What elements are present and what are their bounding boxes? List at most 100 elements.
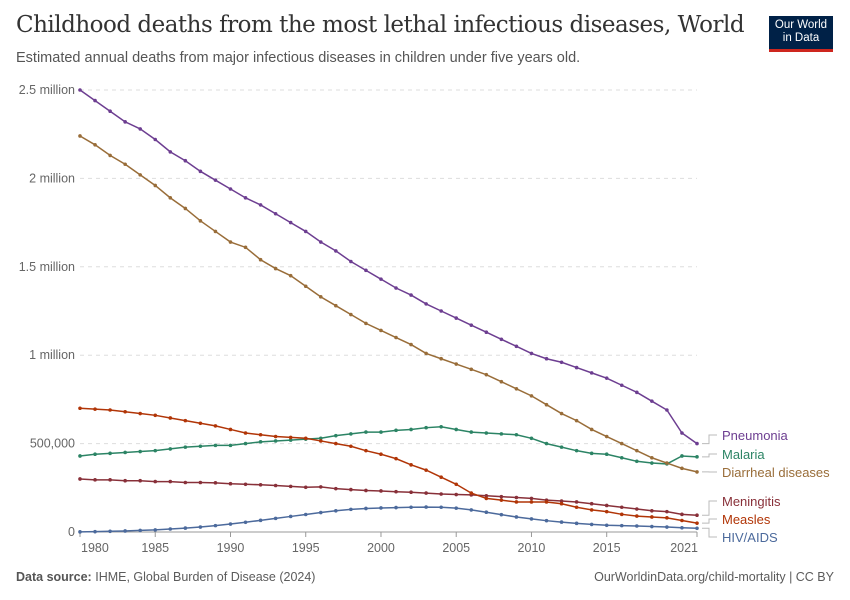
owid-logo[interactable]: Our World in Data — [769, 16, 833, 52]
data-point-hiv-aids — [303, 512, 308, 517]
data-point-malaria — [78, 454, 82, 458]
data-point-measles — [228, 427, 233, 432]
x-tick-label: 1980 — [81, 541, 109, 555]
data-point-pneumonia — [650, 399, 654, 403]
data-point-diarrheal-diseases — [334, 303, 338, 308]
data-point-pneumonia — [123, 120, 127, 124]
data-point-hiv-aids — [589, 522, 594, 527]
series-line-diarrheal-diseases — [79, 135, 698, 473]
data-point-hiv-aids — [394, 505, 398, 510]
data-point-malaria — [469, 430, 474, 434]
data-point-malaria — [604, 452, 609, 457]
data-point-measles — [424, 468, 428, 472]
data-point-measles — [589, 508, 594, 512]
footer-link[interactable]: OurWorldinData.org/child-mortality | CC … — [594, 570, 834, 584]
data-point-hiv-aids — [469, 508, 474, 512]
data-point-diarrheal-diseases — [379, 328, 383, 333]
data-point-measles — [514, 500, 519, 504]
data-point-meningitis — [108, 478, 112, 482]
data-point-diarrheal-diseases — [108, 153, 112, 158]
data-point-meningitis — [454, 492, 459, 497]
data-point-hiv-aids — [153, 528, 158, 532]
x-tick-label: 1985 — [141, 541, 169, 555]
data-point-meningitis — [334, 486, 338, 491]
data-point-hiv-aids — [635, 524, 639, 528]
data-point-diarrheal-diseases — [635, 448, 639, 453]
data-point-measles — [379, 452, 383, 457]
data-point-measles — [78, 406, 82, 411]
data-point-diarrheal-diseases — [695, 470, 699, 474]
data-point-malaria — [454, 427, 459, 432]
data-point-diarrheal-diseases — [303, 284, 308, 289]
data-point-meningitis — [424, 491, 428, 495]
data-point-meningitis — [409, 490, 413, 495]
data-point-measles — [544, 500, 549, 504]
data-point-hiv-aids — [243, 520, 248, 525]
data-point-pneumonia — [619, 383, 624, 388]
data-point-hiv-aids — [123, 529, 127, 533]
series-line-hiv-aids — [79, 506, 698, 533]
data-point-diarrheal-diseases — [258, 257, 263, 262]
x-tick-label: 2010 — [518, 541, 546, 555]
data-point-diarrheal-diseases — [454, 362, 459, 366]
data-point-measles — [93, 407, 97, 411]
data-point-hiv-aids — [499, 512, 504, 517]
data-point-meningitis — [93, 478, 97, 482]
data-point-pneumonia — [574, 365, 579, 370]
x-tick-label: 2005 — [442, 541, 470, 555]
data-point-meningitis — [574, 500, 579, 504]
data-point-diarrheal-diseases — [288, 273, 293, 278]
source-text[interactable]: IHME, Global Burden of Disease (2024) — [95, 570, 316, 584]
chart-subtitle: Estimated annual deaths from major infec… — [16, 50, 581, 66]
data-point-measles — [123, 409, 127, 414]
data-point-pneumonia — [93, 98, 97, 103]
data-point-measles — [469, 491, 474, 495]
series-label-diarrheal-diseases: Diarrheal diseases — [722, 465, 830, 480]
data-point-diarrheal-diseases — [604, 434, 609, 439]
x-tick-label: 2000 — [367, 541, 395, 555]
data-point-malaria — [273, 439, 278, 443]
data-point-malaria — [334, 433, 338, 438]
data-point-measles — [273, 434, 278, 439]
data-point-hiv-aids — [680, 525, 684, 530]
data-point-diarrheal-diseases — [318, 295, 323, 299]
series-line-measles — [79, 407, 698, 524]
data-point-meningitis — [153, 479, 158, 484]
data-point-diarrheal-diseases — [213, 229, 218, 234]
data-point-measles — [394, 456, 398, 461]
data-point-measles — [529, 500, 534, 504]
data-point-malaria — [153, 448, 158, 453]
data-point-measles — [213, 424, 218, 428]
data-point-meningitis — [168, 479, 173, 484]
data-point-pneumonia — [303, 229, 308, 234]
data-point-diarrheal-diseases — [514, 386, 519, 391]
data-point-diarrheal-diseases — [544, 402, 549, 407]
data-point-malaria — [108, 451, 112, 456]
data-point-malaria — [379, 430, 383, 434]
data-point-diarrheal-diseases — [198, 219, 203, 223]
data-point-meningitis — [183, 480, 188, 485]
data-point-pneumonia — [213, 178, 218, 182]
data-point-measles — [484, 496, 489, 501]
label-connector — [702, 434, 717, 445]
y-tick-label: 2.5 million — [19, 83, 75, 97]
data-point-malaria — [394, 428, 398, 433]
data-point-measles — [650, 515, 654, 519]
data-point-pneumonia — [138, 127, 142, 131]
data-point-meningitis — [695, 513, 699, 518]
data-point-pneumonia — [544, 356, 549, 361]
data-point-hiv-aids — [78, 530, 82, 534]
data-point-malaria — [258, 440, 263, 444]
data-point-hiv-aids — [559, 520, 564, 524]
data-point-meningitis — [123, 478, 127, 483]
data-point-diarrheal-diseases — [619, 441, 624, 446]
data-point-diarrheal-diseases — [243, 245, 248, 250]
y-tick-label: 500,000 — [30, 437, 75, 451]
data-point-malaria — [695, 455, 699, 459]
data-point-malaria — [589, 451, 594, 456]
data-point-diarrheal-diseases — [168, 196, 173, 200]
data-point-pneumonia — [379, 277, 383, 281]
data-point-malaria — [168, 447, 173, 451]
data-point-diarrheal-diseases — [665, 461, 669, 465]
